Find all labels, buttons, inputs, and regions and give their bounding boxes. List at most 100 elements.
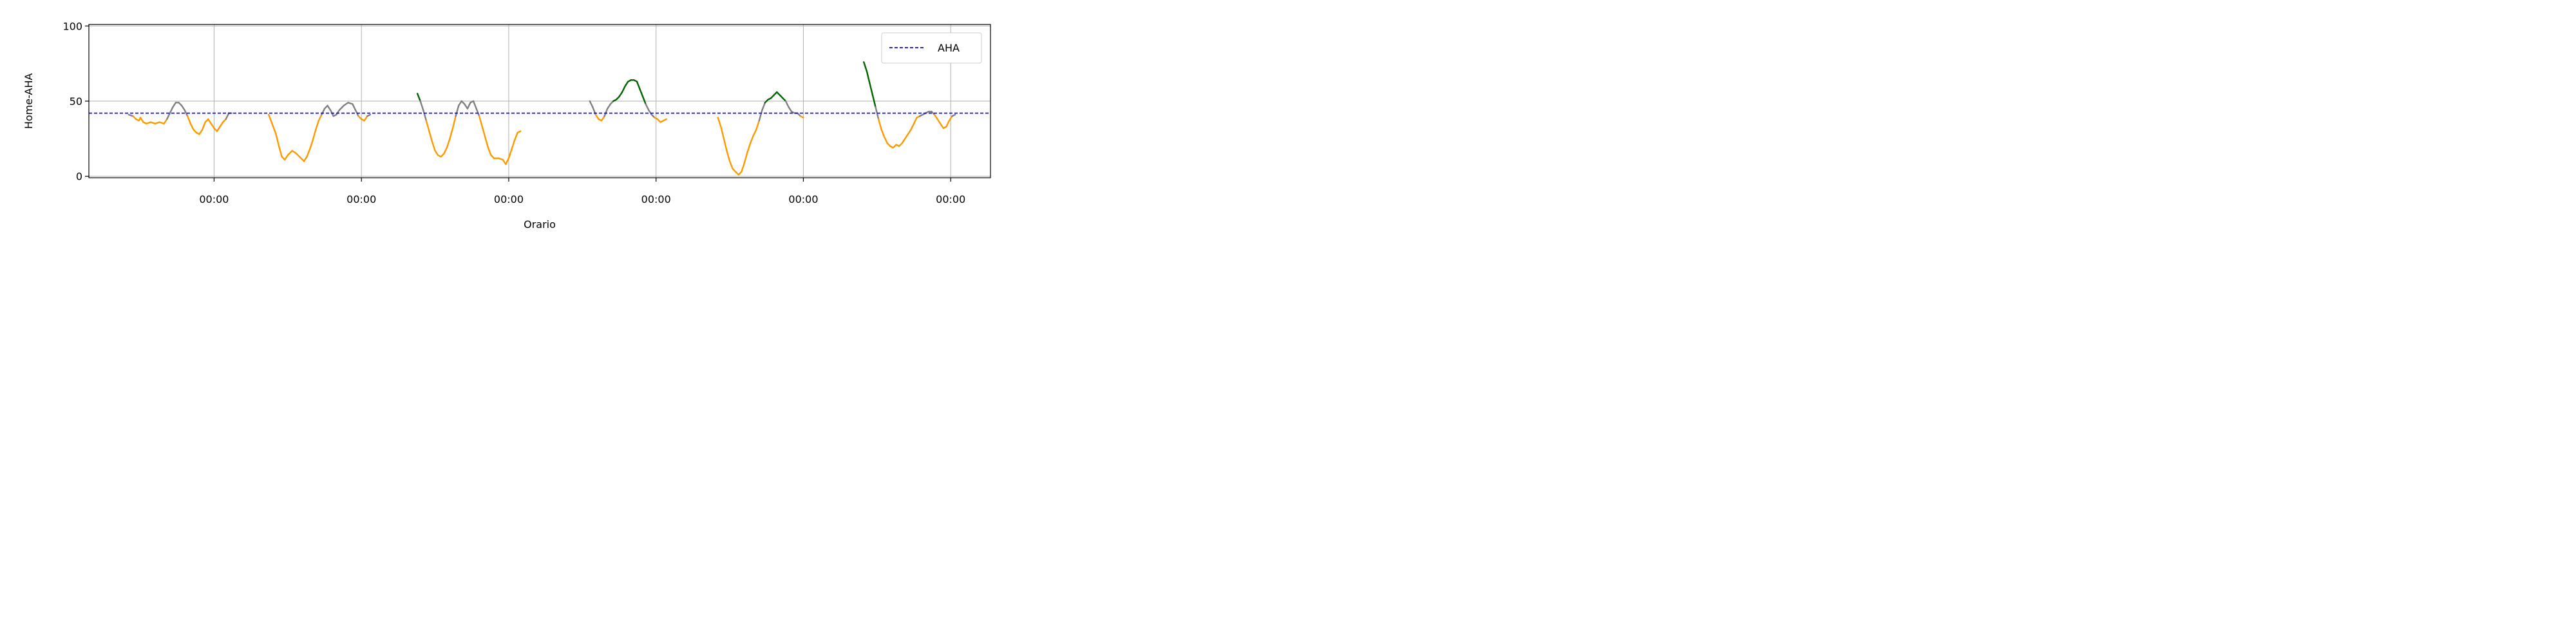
series-segment <box>594 113 600 120</box>
series-segment <box>607 103 612 109</box>
series-segment <box>884 136 889 144</box>
series-segment <box>278 145 283 158</box>
series-segment <box>728 160 734 170</box>
legend: AHA <box>881 32 982 64</box>
series-segment <box>166 112 171 120</box>
series-segment <box>945 120 951 128</box>
series-segment <box>315 120 320 131</box>
series-segment <box>184 109 189 117</box>
legend-label-aha: AHA <box>938 42 960 54</box>
series-segment <box>443 147 448 155</box>
series-segment <box>589 100 594 108</box>
series-segment <box>366 113 372 117</box>
series-segment <box>487 147 492 156</box>
series-segment <box>216 126 221 132</box>
series-segment <box>207 118 213 125</box>
series-segment <box>863 61 868 72</box>
series-segment <box>505 157 510 166</box>
series-segment <box>507 148 513 159</box>
series-segment <box>425 120 430 132</box>
series-segment <box>516 130 522 134</box>
series-segment <box>621 85 626 93</box>
series-segment <box>639 88 644 98</box>
chart-svg: 0 50 100 00:00 00:00 00:00 00:00 00:00 00:00 Or… <box>23 20 991 231</box>
series-segment <box>343 102 349 107</box>
series-segment <box>758 109 763 122</box>
series-segment <box>172 102 177 108</box>
series-segment <box>189 122 194 131</box>
y-axis: 0 50 100 <box>62 20 89 183</box>
series-segment <box>352 103 357 111</box>
series-segment <box>321 108 326 116</box>
y-tick-label: 50 <box>70 95 82 108</box>
series-segment <box>338 104 345 111</box>
series-segment <box>158 121 165 125</box>
series-segment <box>936 118 942 125</box>
series-segment <box>451 115 457 129</box>
series-segment <box>478 115 483 128</box>
y-tick-label: 100 <box>62 20 82 32</box>
series-segment <box>422 109 428 122</box>
series-segment <box>455 104 460 117</box>
series-segment <box>466 102 471 109</box>
y-axis-label: Home-AHA <box>23 73 35 129</box>
series-segment <box>198 129 204 135</box>
series-segment <box>287 149 293 156</box>
series-segment <box>434 149 439 156</box>
series-3 <box>416 93 522 166</box>
series-segment <box>880 129 886 138</box>
series-segment <box>201 121 206 131</box>
series-segment <box>317 113 323 122</box>
series-segment <box>933 113 938 120</box>
y-tick-label: 0 <box>76 171 82 183</box>
series-segment <box>866 70 871 84</box>
series-segment <box>624 80 629 87</box>
series-segment <box>940 122 944 129</box>
series-segment <box>511 139 516 150</box>
series-segment <box>749 135 754 144</box>
series-segment <box>648 109 653 116</box>
series-segment <box>871 94 876 108</box>
x-tick-label: 00:00 <box>199 193 229 205</box>
series-segment <box>752 129 757 137</box>
series-segment <box>904 133 909 140</box>
series-segment <box>347 102 354 105</box>
series-segment <box>951 113 956 117</box>
series-segment <box>419 100 424 111</box>
series-segment <box>603 108 609 117</box>
chart: 0 50 100 00:00 00:00 00:00 00:00 00:00 00:00 Or… <box>0 0 998 249</box>
x-axis: 00:00 00:00 00:00 00:00 00:00 00:00 <box>199 178 965 205</box>
series-segment <box>726 149 731 162</box>
grid-layer <box>89 24 990 178</box>
series-segment <box>475 108 480 117</box>
series-segment <box>312 129 317 141</box>
series-segment <box>513 131 518 141</box>
series-segment <box>270 121 277 135</box>
series-segment <box>363 115 368 122</box>
x-tick-label: 00:00 <box>494 193 524 205</box>
series-segment <box>275 133 280 147</box>
series-segment <box>163 118 168 125</box>
series-segment <box>446 138 451 149</box>
x-tick-label: 00:00 <box>346 193 376 205</box>
series-layer <box>128 61 956 176</box>
series-segment <box>303 156 308 162</box>
series-segment <box>225 112 230 120</box>
series-segment <box>497 157 504 161</box>
series-segment <box>449 127 454 140</box>
series-segment <box>210 122 215 129</box>
series-segment <box>636 80 641 90</box>
series-segment <box>600 115 605 122</box>
series-segment <box>187 115 192 125</box>
series-segment <box>154 121 161 125</box>
series-segment <box>799 115 804 118</box>
series-segment <box>431 140 436 152</box>
series-segment <box>788 106 793 113</box>
series-segment <box>618 91 623 98</box>
series-segment <box>416 93 421 102</box>
series-segment <box>149 121 156 125</box>
x-tick-label: 00:00 <box>936 193 965 205</box>
series-segment <box>481 126 486 138</box>
series-segment <box>645 103 650 111</box>
series-segment <box>755 120 761 131</box>
